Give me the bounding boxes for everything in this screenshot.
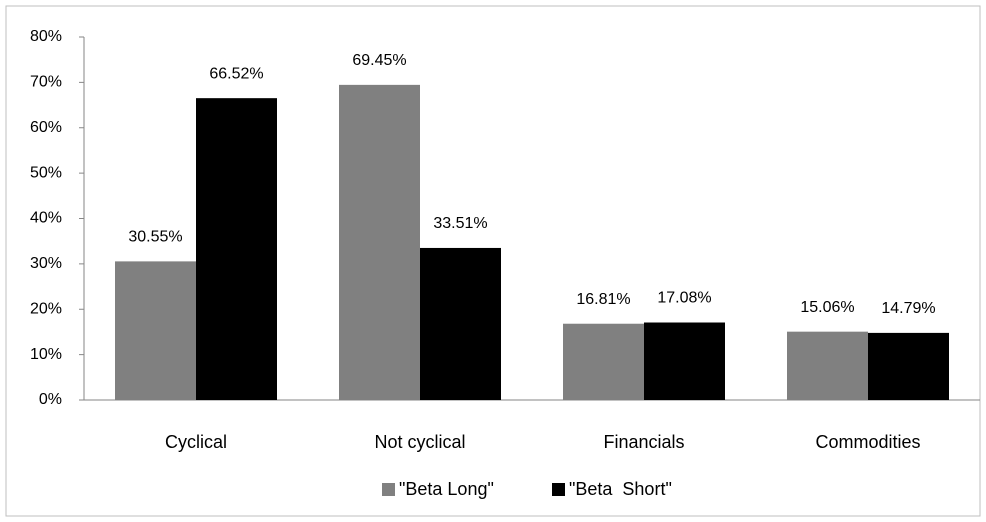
y-tick-label: 30% [30,255,62,272]
y-tick-label: 60% [30,119,62,136]
bar [420,247,501,400]
legend-label: "Beta Short" [569,479,672,499]
bar [868,332,949,400]
y-tick-label: 40% [30,210,62,227]
value-label: 16.81% [576,291,630,308]
x-tick-label: Cyclical [165,432,227,452]
value-label: 14.79% [881,300,935,317]
y-tick-label: 0% [39,391,62,408]
y-tick-label: 20% [30,300,62,317]
value-label: 66.52% [209,65,263,82]
bar [787,331,868,400]
y-tick-label: 70% [30,74,62,91]
value-label: 30.55% [128,229,182,246]
x-tick-label: Financials [603,432,684,452]
x-tick-label: Commodities [815,432,920,452]
value-label: 17.08% [657,290,711,307]
bar [339,84,420,400]
legend-swatch [382,483,395,496]
value-label: 69.45% [352,52,406,69]
y-tick-label: 80% [30,28,62,45]
value-label: 33.51% [433,215,487,232]
bar [563,323,644,400]
legend-swatch [552,483,565,496]
y-tick-label: 10% [30,346,62,363]
bar [196,98,277,400]
y-tick-label: 50% [30,164,62,181]
legend-label: "Beta Long" [399,479,494,499]
bar [644,322,725,400]
value-label: 15.06% [800,299,854,316]
x-tick-label: Not cyclical [374,432,465,452]
bar [115,261,196,400]
